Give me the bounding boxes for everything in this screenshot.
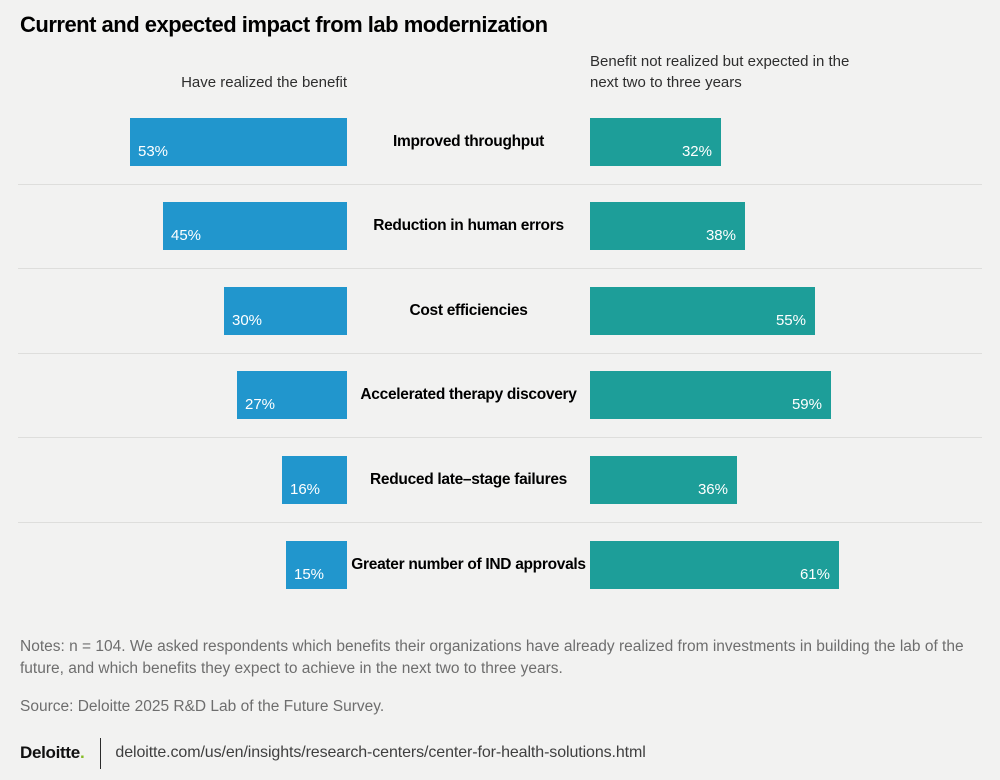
expected-value-label: 38% bbox=[705, 227, 736, 245]
chart-row: 16% Reduced late–stage failures 36% bbox=[18, 438, 982, 523]
realized-value-label: 30% bbox=[232, 311, 263, 329]
butterfly-bar-chart: Have realized the benefit Benefit not re… bbox=[18, 40, 982, 607]
category-label: Accelerated therapy discovery bbox=[360, 386, 577, 404]
chart-row: 15% Greater number of IND approvals 61% bbox=[18, 523, 982, 608]
expected-bar: 38% bbox=[590, 202, 745, 251]
chart-notes: Notes: n = 104. We asked respondents whi… bbox=[20, 638, 964, 677]
realized-bar: 15% bbox=[286, 540, 347, 589]
expected-bar: 59% bbox=[590, 371, 831, 420]
category-label: Cost efficiencies bbox=[409, 301, 528, 319]
chart-title: Current and expected impact from lab mod… bbox=[20, 12, 548, 37]
realized-value-label: 15% bbox=[294, 565, 325, 583]
category-label: Greater number of IND approvals bbox=[351, 555, 586, 573]
realized-bar: 53% bbox=[130, 117, 347, 166]
legend-expected-label: Benefit not realized but expected in the… bbox=[590, 53, 850, 91]
category-label: Reduction in human errors bbox=[373, 217, 564, 235]
category-label: Reduced late–stage failures bbox=[370, 470, 567, 488]
chart-row: 45% Reduction in human errors 38% bbox=[18, 185, 982, 269]
expected-value-label: 36% bbox=[697, 480, 728, 498]
expected-bar: 32% bbox=[590, 117, 721, 166]
realized-value-label: 16% bbox=[290, 480, 321, 498]
expected-value-label: 61% bbox=[799, 565, 830, 583]
realized-value-label: 53% bbox=[138, 142, 169, 160]
realized-bar: 30% bbox=[224, 286, 347, 335]
legend-realized-label: Have realized the benefit bbox=[181, 74, 347, 91]
expected-bar: 61% bbox=[590, 540, 839, 589]
chart-source: Source: Deloitte 2025 R&D Lab of the Fut… bbox=[20, 697, 385, 715]
expected-value-label: 32% bbox=[681, 142, 712, 160]
footer: Deloitte. deloitte.com/us/en/insights/re… bbox=[20, 737, 982, 769]
deloitte-logo-green-dot: . bbox=[79, 743, 85, 762]
chart-row: 53% Improved throughput 32% bbox=[18, 100, 982, 185]
chart-row: 30% Cost efficiencies 55% bbox=[18, 269, 982, 354]
deloitte-logo-text: Deloitte bbox=[20, 743, 80, 762]
realized-bar: 16% bbox=[282, 455, 347, 504]
category-label: Improved throughput bbox=[392, 132, 544, 150]
expected-value-label: 55% bbox=[775, 311, 806, 329]
footer-url: deloitte.com/us/en/insights/research-cen… bbox=[115, 744, 646, 761]
expected-bar: 55% bbox=[590, 286, 815, 335]
chart-row: 27% Accelerated therapy discovery 59% bbox=[18, 354, 982, 438]
realized-bar: 45% bbox=[163, 202, 347, 251]
expected-value-label: 59% bbox=[791, 396, 822, 414]
deloitte-logo: Deloitte. bbox=[20, 743, 85, 763]
expected-bar: 36% bbox=[590, 455, 737, 504]
realized-bar: 27% bbox=[237, 371, 347, 420]
chart-column-headers: Have realized the benefit Benefit not re… bbox=[20, 40, 982, 100]
chart-rows: 53% Improved throughput 32% 45% Reduction in… bbox=[18, 100, 982, 607]
realized-value-label: 45% bbox=[171, 227, 202, 245]
realized-value-label: 27% bbox=[245, 396, 276, 414]
footer-divider bbox=[100, 737, 102, 769]
